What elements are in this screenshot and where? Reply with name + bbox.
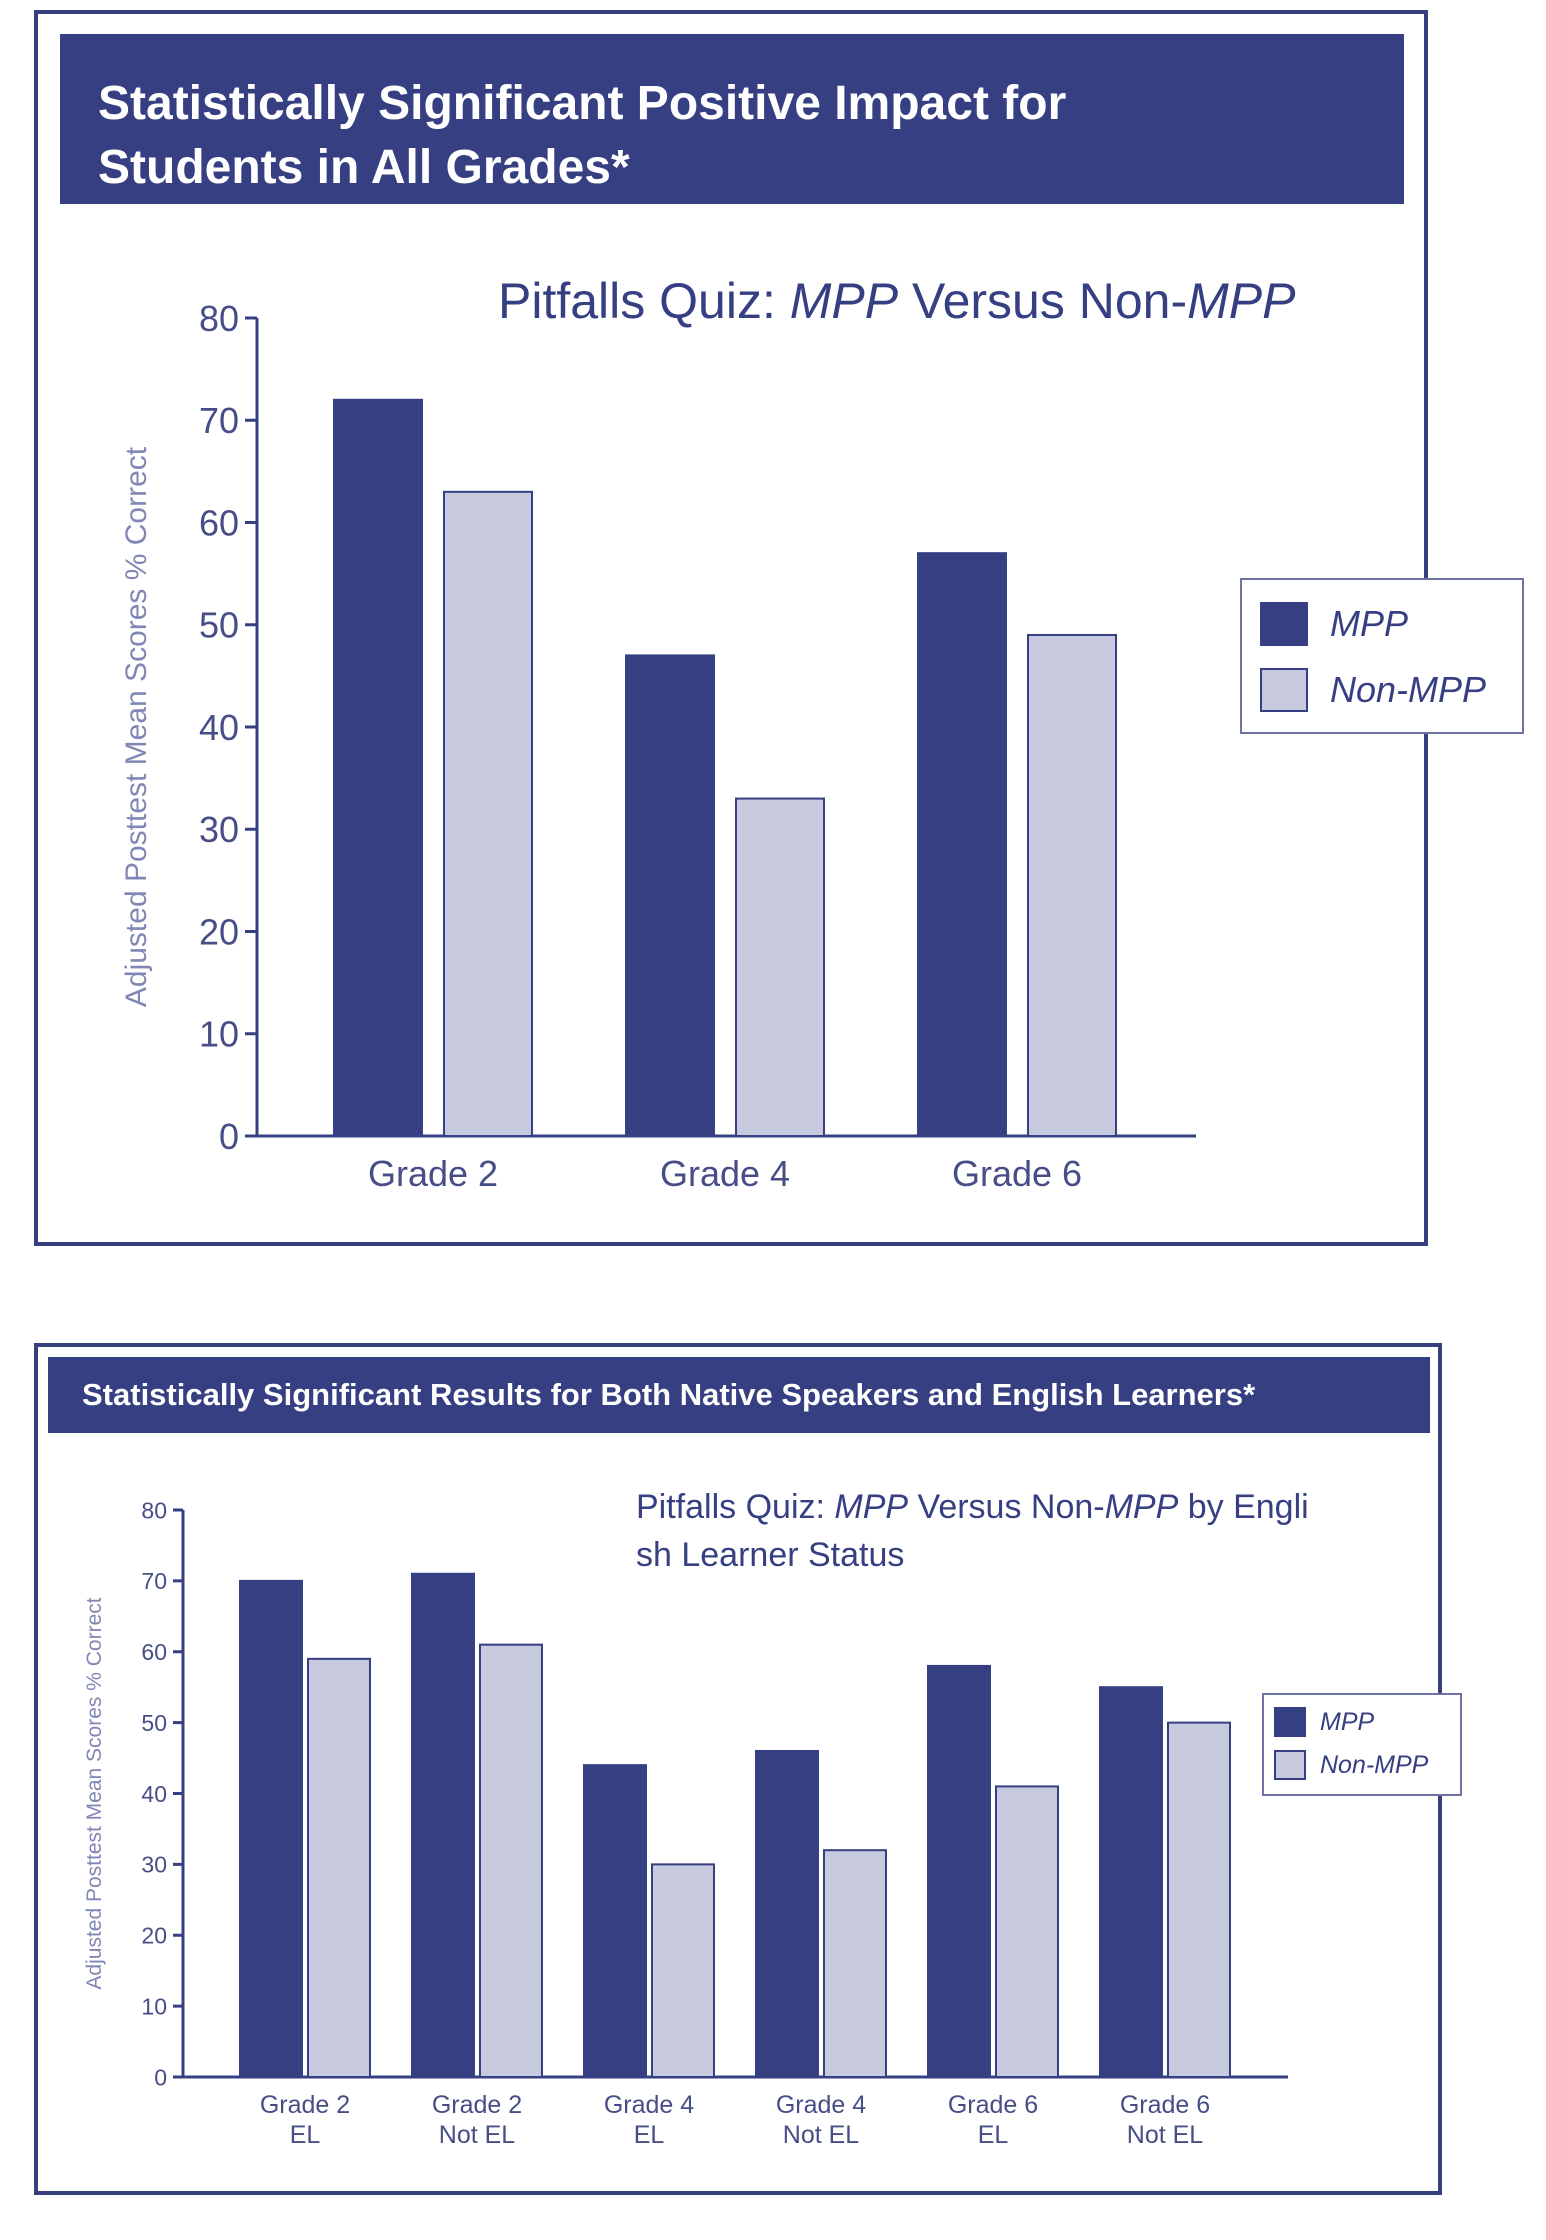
y-tick-label: 10 — [199, 1014, 239, 1055]
y-tick-label: 20 — [141, 1923, 167, 1949]
legend-label-mpp: MPP — [1320, 1707, 1375, 1736]
legend-item-mpp: MPP — [1274, 1707, 1374, 1737]
bar-mpp — [411, 1572, 475, 2078]
bar-non-mpp — [1167, 1721, 1231, 2078]
bar-non-mpp — [443, 490, 533, 1137]
legend-swatch-mpp — [1260, 602, 1308, 646]
bar-mpp — [927, 1664, 991, 2079]
bar-mpp — [917, 552, 1007, 1137]
y-tick-label: 70 — [141, 1568, 167, 1594]
y-tick-label: 50 — [199, 605, 239, 646]
bar-mpp — [1099, 1686, 1163, 2078]
legend-swatch-non-mpp — [1260, 668, 1308, 712]
y-axis-label: Adjusted Posttest Mean Scores % Correct — [120, 446, 153, 1007]
x-category-label: Grade 6 — [1120, 2091, 1210, 2119]
y-tick-label: 0 — [154, 2064, 167, 2090]
legend-label-non-mpp: Non-MPP — [1330, 669, 1487, 710]
bar-mpp — [333, 398, 423, 1137]
bar-mpp — [755, 1749, 819, 2078]
chart-title: sh Learner Status — [636, 1536, 904, 1574]
x-category-label: EL — [290, 2121, 321, 2149]
bar-mpp — [625, 654, 715, 1137]
legend-label-non-mpp: Non-MPP — [1320, 1750, 1429, 1779]
bar-non-mpp — [307, 1657, 371, 2079]
x-category-label: Not EL — [439, 2121, 516, 2149]
x-category-label: EL — [978, 2121, 1009, 2149]
y-tick-label: 30 — [199, 809, 239, 850]
bar-non-mpp — [823, 1849, 887, 2078]
y-tick-label: 80 — [199, 298, 239, 339]
x-category-label: Grade 4 — [660, 1153, 790, 1194]
x-category-label: EL — [634, 2121, 665, 2149]
y-tick-label: 50 — [141, 1710, 167, 1736]
y-tick-label: 70 — [199, 400, 239, 441]
bar-non-mpp — [995, 1785, 1059, 2078]
legend-item-non-mpp: Non-MPP — [1274, 1750, 1428, 1780]
chart-title: Pitfalls Quiz: MPP Versus Non-MPP — [498, 273, 1296, 329]
y-axis-label: Adjusted Posttest Mean Scores % Correct — [83, 1597, 106, 1989]
x-category-label: Not EL — [1127, 2121, 1204, 2149]
bar-mpp — [583, 1764, 647, 2079]
chart-panel-all-grades: Statistically Significant Positive Impac… — [34, 10, 1428, 1246]
x-category-label: Grade 2 — [368, 1153, 498, 1194]
chart-legend: MPP Non-MPP — [1240, 578, 1524, 734]
legend-label-mpp: MPP — [1330, 603, 1409, 644]
panel-banner-title: Statistically Significant Positive Impac… — [60, 34, 1404, 204]
x-category-label: Grade 4 — [776, 2091, 866, 2119]
chart-title: Pitfalls Quiz: MPP Versus Non-MPP by Eng… — [636, 1488, 1309, 1526]
y-tick-label: 60 — [199, 502, 239, 543]
legend-swatch-non-mpp — [1274, 1750, 1306, 1780]
y-tick-label: 0 — [219, 1116, 239, 1157]
bar-non-mpp — [479, 1643, 543, 2078]
panel-banner-title: Statistically Significant Results for Bo… — [48, 1357, 1430, 1433]
x-category-label: Not EL — [783, 2121, 860, 2149]
x-category-label: Grade 2 — [432, 2091, 522, 2119]
banner-line-2: Students in All Grades* — [98, 141, 630, 194]
banner-line-1: Statistically Significant Positive Impac… — [98, 77, 1067, 130]
y-tick-label: 60 — [141, 1639, 167, 1665]
bar-non-mpp — [735, 797, 825, 1137]
y-tick-label: 10 — [141, 1993, 167, 2019]
x-category-label: Grade 6 — [948, 2091, 1038, 2119]
x-category-label: Grade 6 — [952, 1153, 1082, 1194]
y-tick-label: 40 — [141, 1781, 167, 1807]
y-tick-label: 30 — [141, 1852, 167, 1878]
bar-non-mpp — [651, 1863, 715, 2078]
legend-item-mpp: MPP — [1260, 602, 1408, 646]
legend-swatch-mpp — [1274, 1707, 1306, 1737]
legend-item-non-mpp: Non-MPP — [1260, 668, 1486, 712]
y-tick-label: 40 — [199, 707, 239, 748]
x-category-label: Grade 2 — [260, 2091, 350, 2119]
x-category-label: Grade 4 — [604, 2091, 694, 2119]
y-tick-label: 20 — [199, 911, 239, 952]
bar-non-mpp — [1027, 633, 1117, 1137]
bar-mpp — [239, 1579, 303, 2078]
chart-legend: MPP Non-MPP — [1262, 1693, 1462, 1796]
y-tick-label: 80 — [141, 1497, 167, 1523]
